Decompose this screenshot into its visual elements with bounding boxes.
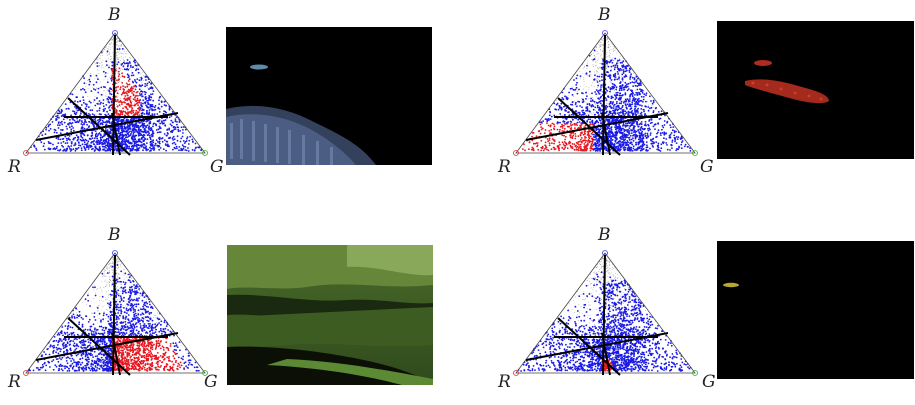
vertex-label-b: B	[598, 5, 611, 25]
segmented-image-yellow	[717, 241, 914, 379]
segmented-image-red	[717, 21, 914, 159]
vertex-label-b: B	[108, 5, 121, 25]
vertex-label-g: G	[702, 372, 716, 392]
vertex-label-g: G	[210, 157, 224, 177]
figure-panel-top-left: B R G	[8, 5, 448, 185]
vertex-label-r: R	[8, 157, 21, 177]
ternary-plot	[498, 5, 713, 185]
vertex-label-g: G	[700, 157, 714, 177]
figure-panel-bottom-right: B R G	[498, 225, 915, 405]
figure-panel-bottom-left: B R G	[8, 225, 448, 405]
ternary-plot	[498, 225, 713, 405]
ternary-plot	[8, 225, 223, 405]
vertex-label-b: B	[108, 225, 121, 245]
segmented-image-blue	[226, 27, 432, 165]
figure-panel-top-right: B R G	[498, 5, 915, 185]
ternary-plot	[8, 5, 223, 185]
vertex-label-r: R	[498, 157, 511, 177]
vertex-label-r: R	[498, 372, 511, 392]
vertex-label-r: R	[8, 372, 21, 392]
vertex-label-b: B	[598, 225, 611, 245]
vertex-label-g: G	[204, 372, 218, 392]
segmented-image-forest	[227, 245, 433, 385]
